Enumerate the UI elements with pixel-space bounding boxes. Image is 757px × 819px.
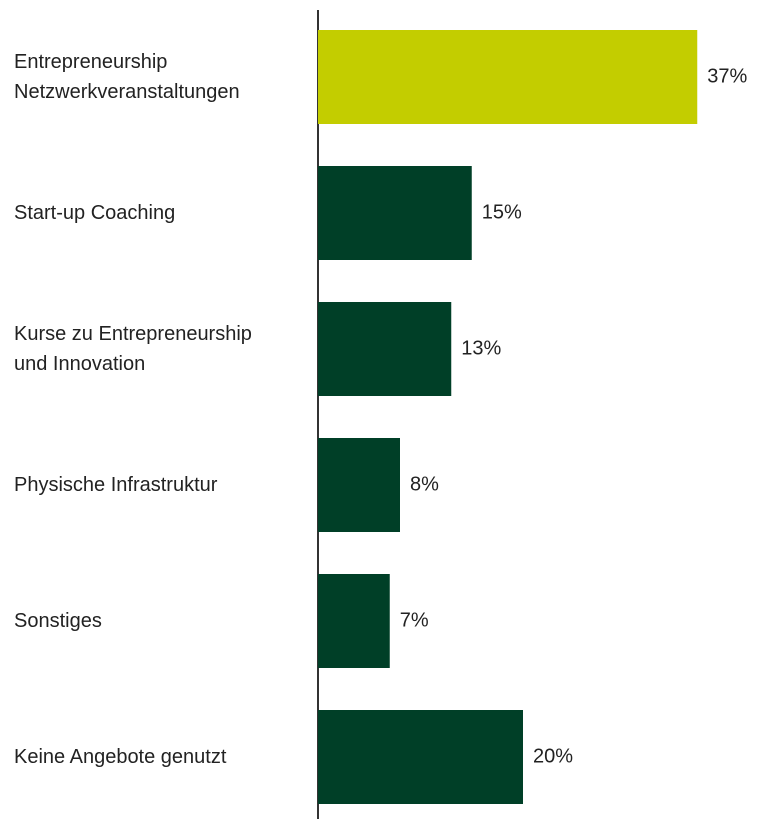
- category-label: Keine Angebote genutzt: [14, 746, 227, 768]
- value-label: 20%: [533, 745, 574, 768]
- value-label: 15%: [481, 201, 522, 224]
- bar: [318, 438, 400, 532]
- category-label: Kurse zu Entrepreneurship und Innovation: [14, 323, 252, 375]
- bar: [318, 710, 523, 804]
- value-label: 37%: [707, 65, 748, 88]
- category-label: Physische Infrastruktur: [14, 474, 218, 496]
- bar: [318, 30, 698, 124]
- value-label: 13%: [461, 337, 502, 360]
- category-label: Start-up Coaching: [14, 202, 176, 224]
- value-label: 8%: [410, 473, 439, 496]
- bar: [318, 166, 472, 260]
- category-label: Entrepreneurship Netzwerkveranstaltungen: [14, 51, 240, 103]
- category-label: Sonstiges: [14, 610, 102, 632]
- bar: [318, 302, 452, 396]
- value-label: 7%: [399, 609, 429, 632]
- bar: [318, 574, 390, 668]
